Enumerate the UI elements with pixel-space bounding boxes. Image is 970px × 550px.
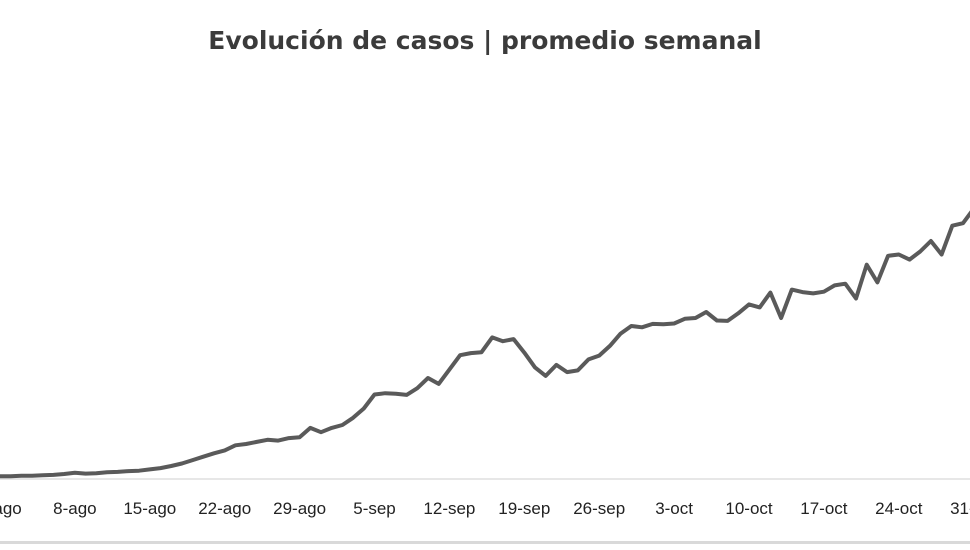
bottom-divider — [0, 541, 970, 544]
x-tick-label: 3-oct — [655, 499, 693, 518]
x-tick-label: 17-oct — [800, 499, 848, 518]
x-tick-label: 8-ago — [53, 499, 96, 518]
x-tick-label: 24-oct — [875, 499, 923, 518]
x-tick-label: 26-sep — [573, 499, 625, 518]
series-line — [0, 210, 970, 479]
x-tick-label: 12-sep — [423, 499, 475, 518]
x-tick-label: 15-ago — [123, 499, 176, 518]
x-tick-label: 31-oct — [950, 499, 970, 518]
x-tick-label: 1-ago — [0, 499, 22, 518]
x-tick-label: 22-ago — [198, 499, 251, 518]
x-tick-label: 5-sep — [353, 499, 396, 518]
chart-title: Evolución de casos | promedio semanal — [208, 26, 762, 55]
x-tick-label: 10-oct — [725, 499, 773, 518]
x-tick-label: 29-ago — [273, 499, 326, 518]
x-tick-label: 19-sep — [498, 499, 550, 518]
